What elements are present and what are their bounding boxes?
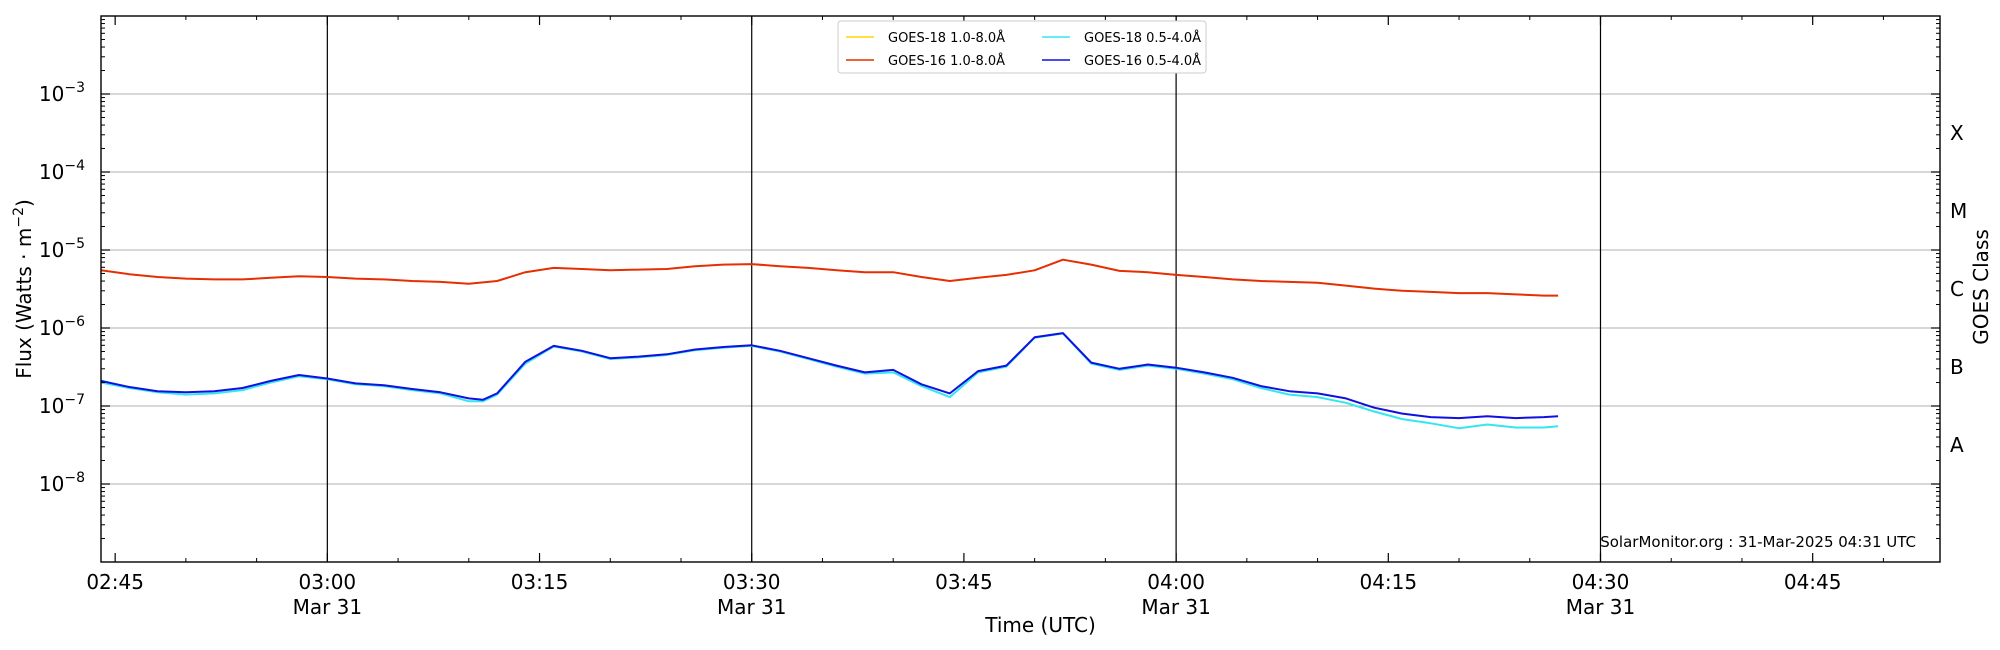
x-tick-label: 04:15: [1359, 570, 1417, 594]
goes-class-label: A: [1950, 433, 1964, 457]
series-line: [100, 258, 1559, 297]
series-line: [100, 332, 1559, 430]
y-tick-label: 10−6: [39, 314, 85, 340]
x-tick-date-label: Mar 31: [1141, 595, 1211, 619]
tick-layer: [101, 16, 1940, 562]
x-axis-title: Time (UTC): [984, 613, 1096, 637]
y-tick-label: 10−4: [39, 158, 85, 184]
legend-label: GOES-18 0.5-4.0Å: [1084, 30, 1201, 46]
legend-box: [837, 20, 1207, 74]
y-tick-label: 10−8: [39, 470, 85, 496]
grid-layer: [101, 93, 1940, 485]
x-tick-date-label: Mar 31: [293, 595, 363, 619]
x-tick-label: 03:00: [299, 570, 357, 594]
x-tick-label: 03:15: [511, 570, 569, 594]
goes-class-axis-title: GOES Class: [1969, 229, 1993, 345]
x-tick-date-label: Mar 31: [1566, 595, 1636, 619]
x-tick-label: 04:30: [1572, 570, 1630, 594]
x-tick-date-label: Mar 31: [717, 595, 787, 619]
series-layer: [100, 258, 1559, 430]
x-tick-label: 02:45: [86, 570, 144, 594]
plot-frame: [100, 15, 1941, 563]
goes-class-label: M: [1950, 199, 1967, 223]
x-tick-label: 04:00: [1147, 570, 1205, 594]
x-tick-label: 03:30: [723, 570, 781, 594]
x-tick-label: 03:45: [935, 570, 993, 594]
x-tick-label: 04:45: [1784, 570, 1842, 594]
y-tick-label: 10−7: [39, 392, 85, 418]
y-tick-label: 10−5: [39, 236, 85, 262]
credit-text: SolarMonitor.org : 31-Mar-2025 04:31 UTC: [1600, 533, 1916, 551]
series-line: [100, 332, 1559, 420]
legend-label: GOES-16 1.0-8.0Å: [888, 53, 1005, 69]
legend-label: GOES-16 0.5-4.0Å: [1084, 53, 1201, 69]
goes-class-label: B: [1950, 355, 1964, 379]
legend-label: GOES-18 1.0-8.0Å: [888, 30, 1005, 46]
goes-class-label: X: [1950, 121, 1964, 145]
legend: GOES-18 1.0-8.0Å GOES-16 1.0-8.0Å GOES-18 …: [837, 20, 1207, 74]
y-axis-title: Flux (Watts · m−2): [11, 199, 36, 379]
y-tick-label: 10−3: [39, 80, 85, 106]
goes-class-label: C: [1950, 277, 1964, 301]
vertical-lines-layer: [326, 16, 1602, 562]
